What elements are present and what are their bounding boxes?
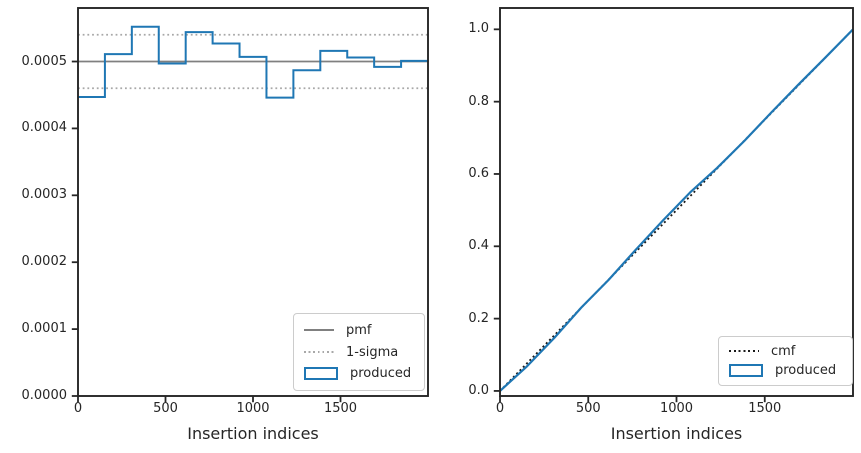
x-tick-label: 1000 bbox=[659, 401, 694, 416]
pmf-xaxis-label: Insertion indices bbox=[187, 424, 319, 443]
legend-item-produced-right: produced bbox=[729, 363, 842, 378]
x-tick-label: 500 bbox=[153, 401, 178, 416]
legend-item-produced: produced bbox=[304, 366, 414, 381]
legend-label-produced-right: produced bbox=[775, 363, 837, 379]
legend-label-1-sigma: 1-sigma bbox=[346, 344, 399, 360]
y-tick-label: 0.0003 bbox=[21, 187, 68, 203]
sigma-line-sample bbox=[304, 351, 334, 353]
legend-label-cmf: cmf bbox=[771, 343, 796, 359]
y-tick-label: 0.8 bbox=[468, 93, 489, 109]
y-tick-label: 0.4 bbox=[468, 238, 489, 254]
y-tick-label: 0.0005 bbox=[21, 53, 68, 69]
legend-label-pmf: pmf bbox=[346, 322, 372, 338]
pmf-line-sample bbox=[304, 329, 334, 332]
x-tick-label: 500 bbox=[575, 401, 601, 416]
produced-patch-sample bbox=[304, 367, 338, 381]
y-tick-label: 0.0000 bbox=[21, 388, 68, 403]
y-tick-label: 0.6 bbox=[468, 165, 489, 181]
x-tick-label: 1000 bbox=[236, 401, 270, 416]
y-tick-label: 0.0004 bbox=[21, 120, 68, 136]
x-tick-label: 1500 bbox=[323, 401, 358, 416]
y-tick-label: 0.0001 bbox=[21, 321, 68, 337]
cmf-line-sample bbox=[729, 350, 759, 353]
y-tick-label: 0.2 bbox=[468, 310, 489, 326]
y-tick-label: 0.0 bbox=[468, 382, 489, 398]
x-tick-label: 0 bbox=[495, 401, 505, 416]
x-tick-label: 0 bbox=[73, 401, 83, 416]
produced-patch-sample-right bbox=[729, 364, 763, 378]
cmf-xaxis-label: Insertion indices bbox=[610, 424, 743, 443]
y-tick-label: 1.0 bbox=[468, 21, 489, 37]
legend-item-pmf: pmf bbox=[304, 323, 414, 338]
legend-label-produced: produced bbox=[350, 366, 412, 382]
cmf-legend: cmf produced bbox=[718, 336, 853, 386]
legend-item-cmf: cmf bbox=[729, 344, 842, 359]
pmf-legend: pmf 1-sigma produced bbox=[293, 313, 425, 391]
legend-item-1-sigma: 1-sigma bbox=[304, 345, 414, 360]
y-tick-label: 0.0002 bbox=[21, 254, 68, 270]
x-tick-label: 1500 bbox=[748, 401, 782, 416]
